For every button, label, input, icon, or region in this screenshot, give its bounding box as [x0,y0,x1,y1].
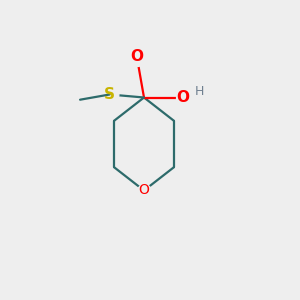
Text: O: O [131,49,144,64]
Text: O: O [139,184,149,197]
Text: O: O [176,90,190,105]
Text: H: H [195,85,204,98]
Text: S: S [104,87,115,102]
